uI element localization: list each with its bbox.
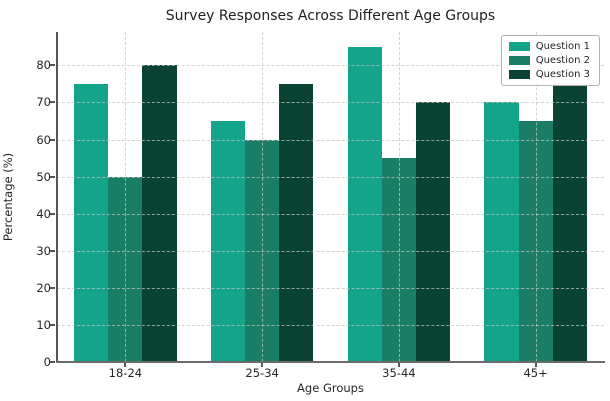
gridline-h <box>57 176 604 178</box>
x-tick-mark <box>124 363 127 367</box>
bar-question2-18-24 <box>108 176 143 362</box>
x-tick-mark <box>534 363 537 367</box>
bar-question2-45+ <box>518 121 553 362</box>
x-tick-label: 35-44 <box>382 366 416 380</box>
legend-label: Question 1 <box>535 41 590 52</box>
legend-swatch <box>508 42 530 51</box>
y-tick-label: 60 <box>36 132 51 147</box>
plot-area <box>57 32 604 362</box>
bar-question3-25-34 <box>279 83 314 362</box>
bar-question1-45+ <box>484 102 519 362</box>
y-tick-label: 80 <box>36 58 51 73</box>
legend-item: Question 2 <box>508 55 590 66</box>
x-tick-label: 25-34 <box>245 366 279 380</box>
y-tick-mark <box>50 249 55 252</box>
y-tick-mark <box>50 64 55 67</box>
x-tick-mark <box>261 363 264 367</box>
gridline-v <box>125 32 127 362</box>
y-tick-mark <box>50 138 55 141</box>
gridline-v <box>398 32 400 362</box>
y-tick-label: 10 <box>36 317 51 332</box>
y-tick-mark <box>50 101 55 104</box>
gridline-h <box>57 102 604 104</box>
legend-swatch <box>508 56 530 65</box>
gridline-v <box>535 32 537 362</box>
gridline-h <box>57 250 604 252</box>
y-tick-label: 40 <box>36 206 51 221</box>
y-tick-mark <box>50 175 55 178</box>
legend-label: Question 2 <box>535 55 590 66</box>
y-axis-line <box>55 32 58 363</box>
bar-question3-35-44 <box>415 102 451 362</box>
y-tick-label: 70 <box>36 95 51 110</box>
bar-question3-45+ <box>552 83 587 362</box>
x-tick-mark <box>397 363 400 367</box>
y-tick-mark <box>50 361 55 363</box>
x-tick-label: 18-24 <box>108 366 143 380</box>
y-tick-label: 0 <box>43 355 51 369</box>
legend-swatch <box>508 70 530 79</box>
y-tick-mark <box>50 212 55 215</box>
legend: Question 1 Question 2 Question 3 <box>500 35 600 86</box>
y-axis-label: Percentage (%) <box>1 152 15 242</box>
gridline-h <box>57 213 604 215</box>
y-tick-label: 50 <box>36 169 51 184</box>
bar-question1-25-34 <box>210 121 245 362</box>
y-tick-label: 20 <box>36 280 51 295</box>
x-axis-label: Age Groups <box>297 381 364 395</box>
gridline-h <box>57 324 604 326</box>
legend-item: Question 1 <box>508 41 590 52</box>
y-tick-mark <box>50 323 55 326</box>
gridline-h <box>57 287 604 289</box>
chart-title: Survey Responses Across Different Age Gr… <box>165 8 496 24</box>
y-tick-mark <box>50 286 55 289</box>
gridline-h <box>57 65 604 67</box>
gridline-v <box>262 32 264 362</box>
legend-label: Question 3 <box>535 69 590 80</box>
bar-question2-35-44 <box>381 158 416 362</box>
x-axis-line <box>55 361 605 363</box>
gridline-h <box>57 139 604 141</box>
bar-question1-35-44 <box>347 46 382 362</box>
bar-question1-18-24 <box>74 83 109 362</box>
y-tick-label: 30 <box>36 243 51 258</box>
x-tick-label: 45+ <box>523 366 548 380</box>
legend-item: Question 3 <box>508 69 590 80</box>
